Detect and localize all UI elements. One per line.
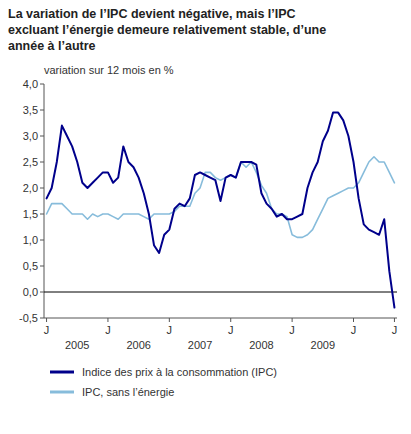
- y-tick: [40, 188, 44, 189]
- x-tick: [394, 318, 395, 322]
- chart: La variation de l’IPC devient négative, …: [0, 0, 411, 434]
- y-axis: [44, 84, 45, 318]
- y-tick: [40, 136, 44, 137]
- legend-swatch: [50, 371, 74, 374]
- y-tick: [40, 110, 44, 111]
- x-tick-label: J: [289, 324, 295, 336]
- subtitle: variation sur 12 mois en %: [44, 64, 174, 76]
- y-tick-label: 3,5: [23, 104, 38, 116]
- axes: -0,5 0,0 0,5 1,0 1,5 2,0 2,5 3,0 3,5 4,0 J J J J J J J 20…: [19, 78, 397, 351]
- y-tick-label: 3,0: [23, 130, 38, 142]
- y-tick-label: 1,5: [23, 208, 38, 220]
- y-tick-label: 0,0: [23, 286, 38, 298]
- x-group-label: 2007: [188, 339, 212, 351]
- y-tick: [40, 318, 44, 319]
- y-tick-label: -0,5: [19, 312, 38, 324]
- y-tick: [40, 162, 44, 163]
- x-tick: [230, 318, 231, 322]
- x-tick-label: J: [44, 324, 50, 336]
- x-group-label: 2005: [65, 339, 89, 351]
- x-group-label: 2009: [311, 339, 335, 351]
- x-tick: [292, 318, 293, 322]
- title-line: La variation de l’IPC devient négative, …: [8, 7, 296, 21]
- title: La variation de l’IPC devient négative, …: [8, 7, 326, 53]
- y-tick: [40, 266, 44, 267]
- x-tick-label: J: [392, 324, 398, 336]
- legend: Indice des prix à la consommation (IPC) I…: [50, 366, 277, 398]
- x-group-label: 2006: [126, 339, 150, 351]
- y-tick: [40, 292, 44, 293]
- x-group-label: 2008: [249, 339, 273, 351]
- title-line: excluant l’énergie demeure relativement …: [8, 23, 326, 37]
- y-tick-label: 4,0: [23, 78, 38, 90]
- series-line: [47, 113, 395, 308]
- y-tick: [40, 240, 44, 241]
- x-tick-label: J: [105, 324, 111, 336]
- plot-area: [44, 113, 397, 308]
- x-tick: [169, 318, 170, 322]
- y-tick-label: 1,0: [23, 234, 38, 246]
- legend-label: Indice des prix à la consommation (IPC): [82, 366, 277, 378]
- y-tick: [40, 214, 44, 215]
- y-tick: [40, 84, 44, 85]
- legend-label: IPC, sans l’énergie: [82, 386, 174, 398]
- x-tick-label: J: [351, 324, 357, 336]
- title-line: année à l’autre: [8, 39, 96, 53]
- legend-swatch: [50, 391, 74, 394]
- y-tick-label: 2,0: [23, 182, 38, 194]
- x-tick: [46, 318, 47, 322]
- y-tick-label: 2,5: [23, 156, 38, 168]
- reference-line: [44, 292, 397, 293]
- x-tick-label: J: [167, 324, 173, 336]
- x-axis: [44, 318, 397, 319]
- x-tick: [107, 318, 108, 322]
- y-tick-label: 0,5: [23, 260, 38, 272]
- x-tick-label: J: [228, 324, 234, 336]
- x-tick: [353, 318, 354, 322]
